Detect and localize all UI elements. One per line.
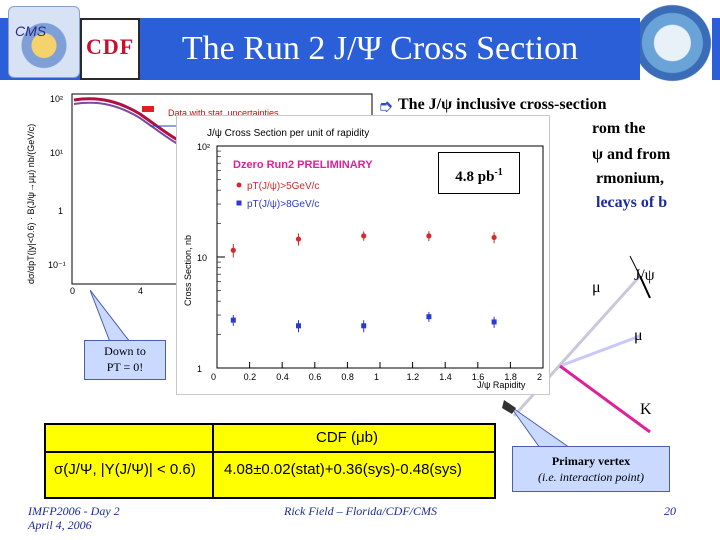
cdf-logo: CDF [80,18,140,80]
data-point-series-0 [426,233,432,239]
down-to-pt-callout: Down to PT = 0! [84,340,166,380]
x-tick-label: 0 [211,372,216,382]
data-point-series-0 [295,236,302,242]
cdf-xtick-1: 4 [138,286,143,296]
x-tick-label: 1.4 [439,372,452,382]
data-point-series-0 [230,247,236,253]
jpsi-track-end [629,255,641,277]
cms-logo-text: CMS [15,23,47,39]
chart-xlabel: J/ψ Rapidity [477,380,526,390]
pv-line-1: Primary vertex [551,454,631,468]
cdf-ytick-3: 10⁻¹ [48,260,66,270]
cdf-ylabel: dσ/dpT(|y|<0.6) · B(J/ψ→μμ) nb/(GeV/c) [26,124,36,284]
data-point-series-1 [491,319,497,325]
legend-marker-series-1 [236,200,242,206]
x-tick-label: 0.2 [244,372,257,382]
chart-title: J/ψ Cross Section per unit of rapidity [207,128,369,139]
luminosity-box: 4.8 pb-1 [438,152,520,194]
y-tick-label: 10 [197,253,207,263]
luminosity-exponent: -1 [494,167,503,178]
kaon-track [559,364,651,434]
x-tick-label: 1.6 [472,372,485,382]
data-marks [230,231,497,333]
data-point-series-0 [491,234,497,241]
table-header: CDF (μb) [316,429,378,446]
cdf-legend-marker [142,106,154,112]
x-tick-label: 0.6 [309,372,322,382]
footer-event: IMFP2006 - Day 2 [28,504,120,518]
data-point-series-1 [426,314,432,320]
mu2-label: μ [634,327,643,344]
footer-author: Rick Field – Florida/CDF/CMS [284,504,437,518]
bullet-line-2: rom the [592,120,646,137]
footer-page-number: 20 [664,504,676,518]
table-divider-h [46,451,494,453]
cdf-ytick-1: 10¹ [50,148,63,158]
table-row-value: 4.08±0.02(stat)+0.36(sys)-0.48(sys) [224,461,462,478]
mu-track-2 [559,334,641,368]
kaon-label: K [640,401,652,418]
tick-layer: 0 0.2 0.4 0.6 0.8 1 1.2 1.4 1.6 1.8 2 10² 10 1 [197,142,544,382]
cdf-legend-text: Data with stat. uncertainties [168,108,279,118]
mu-track-1 [639,275,651,299]
primary-vertex-callout: Primary vertex (i.e. interaction point) [512,446,670,492]
legend-label-series-0: pT(J/ψ)>5GeV/c [247,181,319,192]
arrow-bullet-icon: ➮ [378,96,394,117]
cms-logo: CMS [8,6,80,78]
cdf-curve [73,97,179,142]
cdf-ytick-0: 10² [50,94,63,104]
cdf-logo-text: CDF [86,34,135,59]
cross-section-table: CDF (μb) σ(J/Ψ, |Y(J/Ψ)| < 0.6) 4.08±0.0… [44,423,496,499]
mu1-label: μ [592,279,601,296]
x-tick-label: 1.8 [504,372,517,382]
pv-line-2: (i.e. interaction point) [538,470,644,484]
dzero-plot: J/ψ Cross Section per unit of rapidity D… [183,128,544,390]
bullet-line-3: ψ and from [592,146,671,163]
data-point-series-1 [361,323,367,329]
chart-inner-title: Dzero Run2 PRELIMINARY [233,159,373,171]
bullet-line-1: The J/ψ inclusive cross-section [398,96,607,113]
table-row-label: σ(J/Ψ, |Y(J/Ψ)| < 0.6) [54,461,196,478]
callout-line-1: Down to [104,344,146,358]
x-tick-label: 0.8 [341,372,354,382]
data-point-series-1 [230,317,236,323]
legend-label-series-1: pT(J/ψ)>8GeV/c [247,199,319,210]
bullet-line-4: rmonium, [596,170,664,187]
y-tick-label: 1 [197,364,202,374]
primary-vertex-marker [502,400,516,414]
x-tick-label: 2 [537,372,542,382]
x-tick-label: 1.2 [407,372,420,382]
cdf-ytick-2: 1 [58,206,63,216]
bullet-line-5: lecays of b [596,194,668,211]
data-point-series-0 [361,233,367,239]
legend-marker-series-0 [236,182,242,188]
footer-date: April 4, 2006 [28,518,92,532]
callout-line-2: PT = 0! [106,360,144,374]
cdf-curve-band [73,101,179,145]
uf-logo [640,4,712,82]
table-divider-v [212,425,214,497]
slide-title: The Run 2 J/Ψ Cross Section [181,30,579,67]
luminosity-value: 4.8 pb [455,169,495,185]
y-tick-label: 10² [197,142,210,152]
cdf-xtick-0: 0 [70,286,75,296]
x-tick-label: 0.4 [276,372,289,382]
chart-ylabel: Cross Section, nb [183,235,193,306]
data-point-series-1 [296,323,301,329]
x-tick-label: 1 [374,372,379,382]
jpsi-label: J/ψ [634,267,655,284]
